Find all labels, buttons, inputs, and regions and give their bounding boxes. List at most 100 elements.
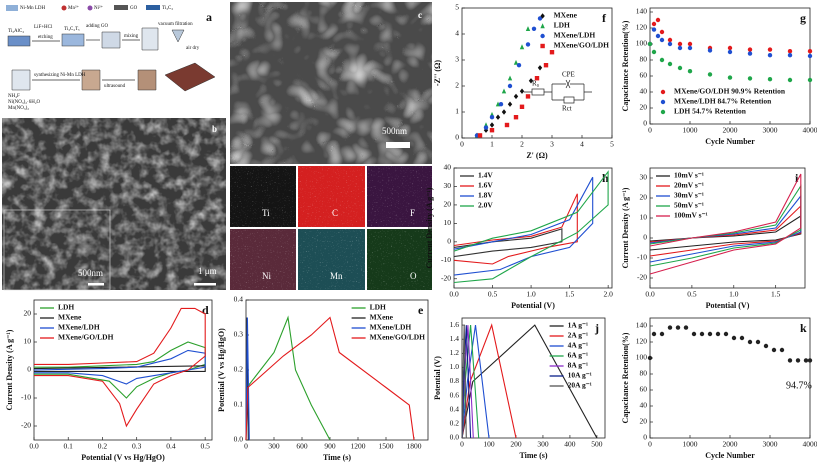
chart-panel: 0.0 0.5 1.0 1.5 -20 -10 0 10 20 30 Potential (V) Cu…	[621, 167, 806, 310]
scale-text: 500nm	[78, 268, 103, 278]
legend-icon	[61, 5, 67, 11]
data-point	[707, 72, 713, 77]
scale-bar	[386, 142, 410, 148]
x-tick-label: 1000	[683, 440, 698, 449]
sem-image	[230, 2, 432, 164]
plot-frame	[461, 7, 613, 139]
data-point	[531, 26, 537, 31]
circuit-label: R₀	[532, 80, 540, 88]
data-point	[525, 42, 531, 47]
y-tick-label: 80	[640, 55, 648, 64]
x-axis-label: Potential (V)	[706, 301, 750, 310]
series-line	[453, 176, 594, 276]
legend-label: MXene/LDH	[58, 323, 100, 332]
data-point	[755, 339, 761, 345]
y-axis-label: Capacitance Retention(%)	[621, 20, 630, 111]
x-axis-label: Potential (V)	[511, 301, 555, 310]
data-point	[683, 325, 689, 330]
data-point	[687, 41, 693, 47]
x-tick-label: 100	[483, 440, 495, 449]
data-point	[675, 325, 681, 330]
legend-text: Ni²⁺	[94, 5, 103, 11]
data-point	[795, 358, 801, 363]
step-text: LiF+HCl	[34, 25, 53, 30]
legend-label: MXene	[58, 313, 82, 322]
data-point	[519, 104, 525, 109]
data-point	[727, 45, 733, 51]
data-point	[667, 325, 673, 330]
y-tick-label: 0.1	[234, 400, 244, 409]
element-label: Ni	[262, 271, 271, 281]
y-tick-label: 0	[27, 365, 31, 374]
data-point	[691, 331, 697, 337]
x-axis-label: Time (s)	[323, 453, 351, 462]
element-label: O	[410, 271, 417, 281]
data-point	[659, 29, 665, 35]
y-tick-label: 4	[455, 29, 459, 38]
data-point	[767, 47, 773, 52]
step-text: etching	[38, 35, 53, 40]
chart-panel: 0 100 200 300 400 500 0.0 0.2 0.4 0.6 0.8 1.0 1.2 1.4…	[433, 317, 606, 460]
data-point	[707, 331, 713, 337]
step-text: ultrasound	[104, 84, 126, 89]
panel-label: d	[202, 303, 209, 317]
data-point	[519, 88, 525, 94]
data-point	[687, 45, 693, 51]
legend-label: MXene/LDH 84.7% Retention	[674, 97, 772, 106]
legend-label: 100mV s⁻¹	[674, 211, 708, 220]
y-tick-label: 30	[444, 181, 452, 190]
data-point	[543, 63, 549, 68]
y-tick-label: 40	[640, 401, 648, 410]
y-tick-label: 0.6	[450, 390, 460, 399]
legend-label: 10mV s⁻¹	[674, 171, 704, 180]
y-axis-label: Current Density (A g⁻¹)	[425, 187, 434, 268]
data-point	[651, 21, 657, 27]
beaker	[11, 69, 31, 91]
y-axis-label: Capacitance Retention(%)	[621, 332, 630, 423]
y-tick-label: 1	[455, 107, 459, 116]
reagent-text: NH₄F	[8, 94, 20, 99]
step-text: air dry	[186, 46, 200, 51]
x-tick-label: 600	[296, 442, 308, 451]
data-point	[727, 49, 733, 55]
data-point	[677, 45, 683, 51]
plot-frame	[649, 167, 806, 289]
panel-a: Ni-Mn LDH Mn²⁺ Ni²⁺ GO Ti₃C₂ a LiF+HCl T…	[2, 2, 222, 114]
y-axis-label: Potential (V vs Hg/HgO)	[217, 328, 226, 412]
y-tick-label: 3	[455, 55, 459, 64]
circuit-resistor	[563, 96, 575, 104]
data-point	[501, 88, 507, 94]
legend-label: MXene/GO/LDH	[370, 333, 426, 342]
y-tick-label: 1.4	[450, 334, 460, 343]
y-tick-label: 0.4	[450, 404, 460, 413]
legend-label: 1.8V	[478, 191, 493, 200]
y-tick-label: -20	[637, 273, 647, 282]
data-point	[731, 335, 737, 341]
data-point	[667, 61, 673, 67]
scale-text: 1 μm	[198, 266, 217, 276]
series-line	[453, 228, 563, 258]
legend-icon	[146, 5, 160, 10]
data-point	[739, 335, 745, 341]
x-tick-label: 0	[244, 442, 248, 451]
panel-label: h	[602, 171, 609, 185]
y-tick-label: 0	[643, 233, 647, 242]
data-point	[489, 122, 495, 128]
x-tick-label: 0.3	[132, 442, 142, 451]
x-tick-label: 2	[520, 140, 524, 149]
legend-label: 4A g⁻¹	[568, 341, 589, 350]
x-tick-label: 400	[564, 440, 576, 449]
legend-label: MXene/LDH	[370, 323, 412, 332]
legend-swatch	[660, 99, 666, 105]
y-tick-label: 1.2	[450, 348, 460, 357]
legend-label: LDH	[58, 303, 74, 312]
y-tick-label: 0.2	[234, 365, 244, 374]
x-tick-label: 3	[550, 140, 554, 149]
x-tick-label: 1	[490, 140, 494, 149]
eds-texture	[230, 166, 432, 290]
y-tick-label: 0.4	[234, 295, 244, 304]
data-point	[659, 57, 665, 63]
data-point	[489, 115, 495, 120]
x-tick-label: 300	[268, 442, 280, 451]
y-tick-label: -10	[637, 253, 647, 262]
